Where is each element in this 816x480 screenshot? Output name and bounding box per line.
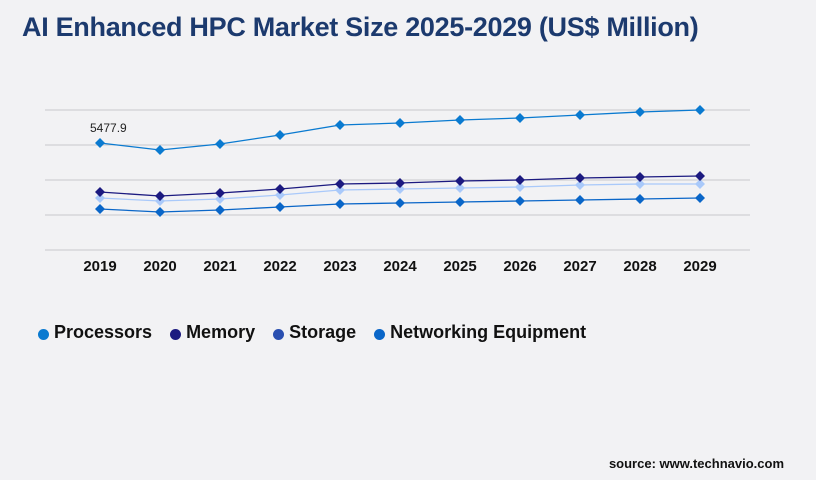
legend-label: Processors	[54, 322, 153, 342]
data-point	[95, 193, 105, 204]
legend-item: Networking Equipment	[374, 322, 586, 343]
data-point	[695, 179, 705, 190]
legend-marker-icon	[273, 329, 285, 340]
legend-label: Storage	[289, 322, 357, 342]
data-point	[275, 184, 285, 195]
legend-item: Storage	[273, 322, 356, 343]
data-point	[635, 171, 645, 182]
source-text: source: www.technavio.com	[608, 456, 784, 471]
legend-marker-icon	[170, 329, 182, 340]
data-point	[335, 199, 345, 210]
data-point	[335, 179, 345, 190]
data-point	[155, 206, 165, 217]
x-tick-label: 2021	[203, 258, 236, 275]
data-point	[395, 198, 405, 209]
data-point	[635, 106, 645, 117]
data-point	[395, 178, 405, 189]
data-point	[515, 175, 525, 185]
data-point	[275, 190, 285, 200]
data-point	[515, 195, 525, 206]
data-point	[215, 139, 225, 150]
data-point	[455, 175, 465, 186]
legend-marker-icon	[374, 329, 386, 340]
data-point	[275, 201, 285, 212]
data-point	[515, 113, 525, 124]
data-point	[455, 115, 465, 125]
x-tick-label: 2019	[83, 258, 116, 275]
data-label: 5477.9	[90, 121, 127, 135]
legend: Processors Memory Storage Networking Equipm…	[38, 322, 586, 343]
data-point	[215, 188, 225, 199]
data-point	[695, 170, 705, 181]
legend-label: Memory	[186, 322, 256, 342]
x-tick-label: 2022	[263, 258, 296, 275]
data-point	[215, 194, 225, 205]
data-point	[635, 179, 645, 190]
data-point	[335, 185, 345, 195]
data-point	[335, 120, 345, 130]
data-point	[575, 173, 585, 184]
x-tick-label: 2027	[563, 258, 596, 275]
data-point	[215, 205, 225, 215]
data-point	[455, 183, 465, 194]
data-point	[695, 105, 705, 115]
x-tick-label: 2024	[383, 258, 417, 275]
x-tick-label: 2025	[443, 258, 476, 275]
data-point	[695, 193, 705, 204]
data-point	[635, 194, 645, 205]
data-point	[575, 180, 585, 190]
x-tick-label: 2026	[503, 258, 536, 275]
data-point	[575, 110, 585, 120]
x-tick-label: 2023	[323, 258, 356, 275]
data-point	[275, 130, 285, 140]
legend-item: Processors	[38, 322, 152, 343]
x-tick-label: 2029	[683, 258, 716, 275]
data-point	[395, 184, 405, 195]
legend-label: Networking Equipment	[390, 322, 587, 342]
data-point	[155, 145, 165, 155]
data-point	[95, 204, 105, 215]
data-point	[575, 195, 585, 205]
data-point	[155, 190, 165, 201]
data-point	[95, 186, 105, 197]
chart-title: AI Enhanced HPC Market Size 2025-2029 (U…	[22, 12, 699, 42]
data-point	[395, 118, 405, 129]
x-tick-label: 2020	[143, 258, 176, 275]
x-tick-label: 2028	[623, 258, 656, 275]
data-point	[455, 196, 465, 207]
legend-marker-icon	[38, 329, 49, 340]
data-point	[95, 138, 105, 149]
series-line-processors	[99, 109, 701, 151]
legend-item: Memory	[170, 322, 255, 343]
data-point	[515, 181, 525, 192]
